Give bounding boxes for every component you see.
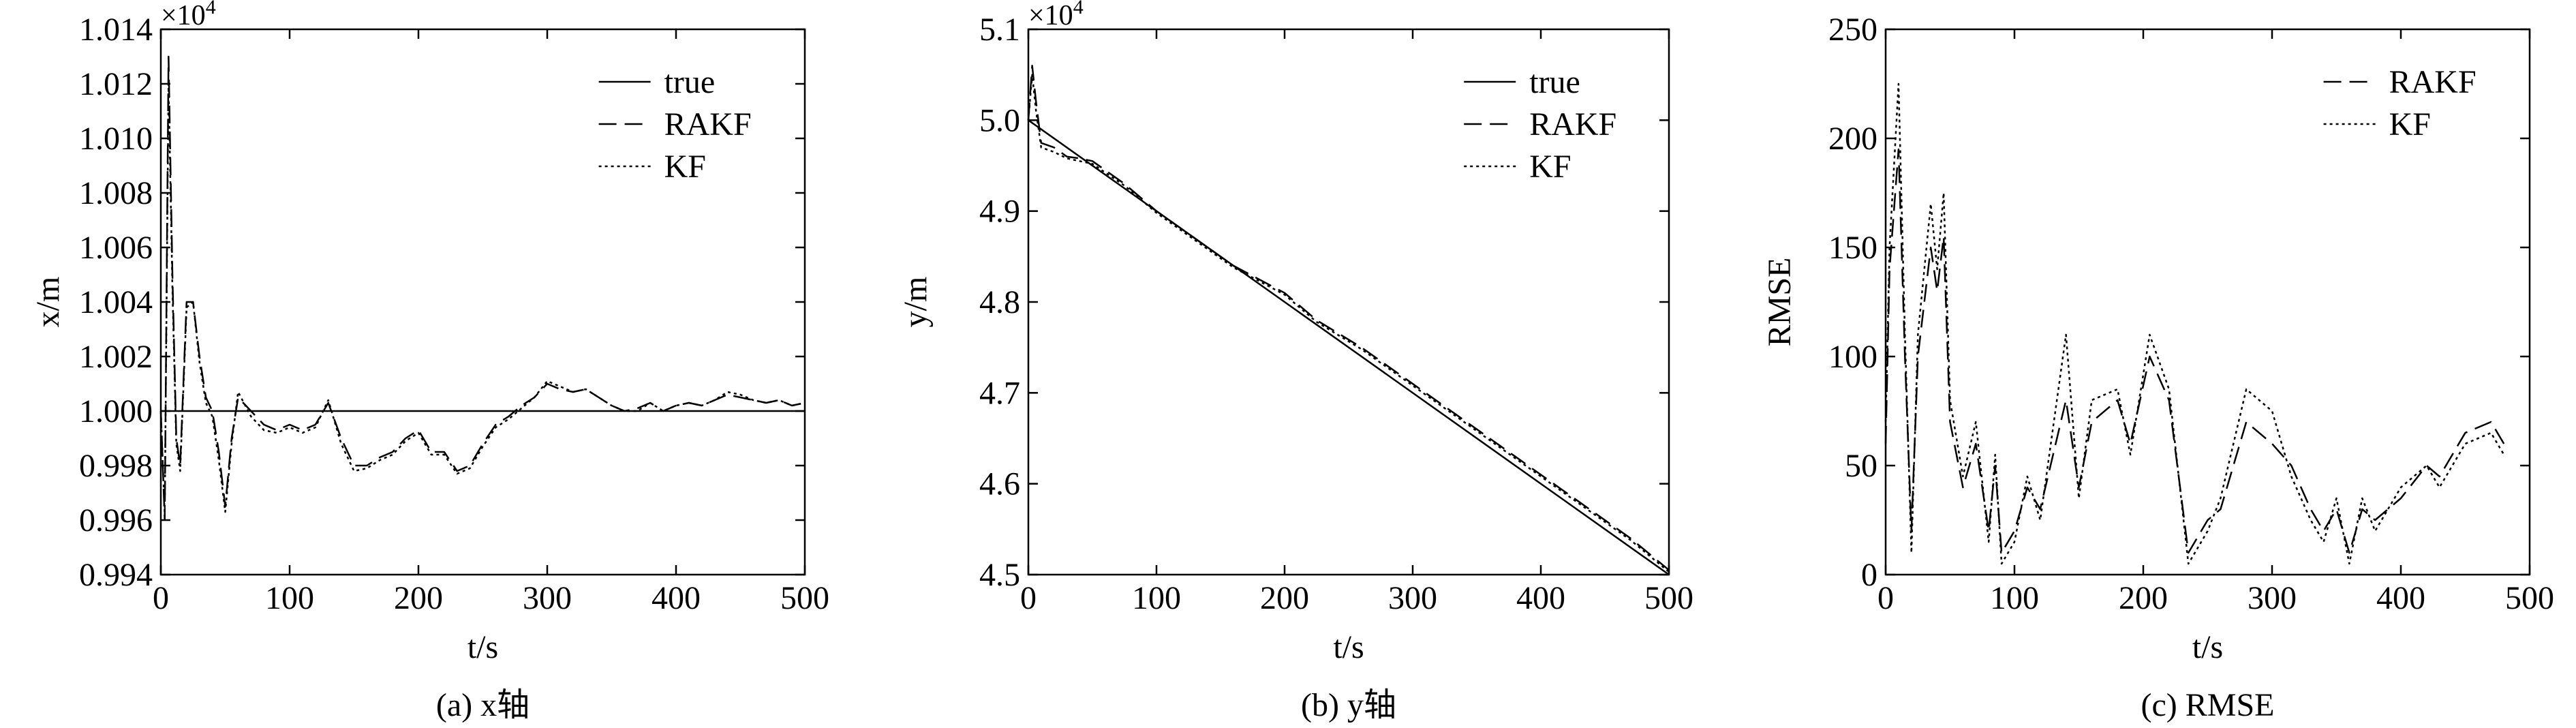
y-tick-label: 1.004 <box>79 284 153 320</box>
x-tick-label: 500 <box>1644 580 1693 616</box>
y-tick-label: 0.998 <box>79 448 153 484</box>
series-line <box>1027 74 1670 573</box>
legend-label: KF <box>2389 106 2431 142</box>
x-axis-label: t/s <box>467 629 498 665</box>
caption: (c) RMSE <box>2141 687 2275 723</box>
x-tick-label: 100 <box>265 580 314 616</box>
legend-label: KF <box>1529 149 1571 185</box>
x-tick-label: 300 <box>523 580 572 616</box>
x-tick-label: 0 <box>153 580 169 616</box>
y-tick-label: 150 <box>1828 230 1877 266</box>
legend-label: true <box>664 64 716 100</box>
subplot: 0 100 200 300 400 500 0 50 100 150 200 250 RAKF KF RMS… <box>1762 12 2554 723</box>
y-tick-label: 5.1 <box>979 12 1020 48</box>
subplot: 0 100 200 300 400 500 4.5 4.6 4.7 4.8 4.9 5.0 5.1 tru… <box>898 0 1693 723</box>
x-axis-label: t/s <box>2192 629 2223 665</box>
multiplier-base: ×10 <box>161 0 206 31</box>
y-tick-label: 4.8 <box>979 284 1020 320</box>
x-tick-label: 200 <box>2119 580 2168 616</box>
x-tick-label: 100 <box>1132 580 1181 616</box>
x-axis-label: t/s <box>1333 629 1364 665</box>
y-tick-label: 4.7 <box>979 375 1020 411</box>
caption: (a) x轴 <box>436 687 530 723</box>
series-line <box>1884 82 2505 565</box>
x-tick-label: 0 <box>1020 580 1037 616</box>
y-tick-label: 4.5 <box>979 557 1020 593</box>
series-line <box>159 55 806 521</box>
y-tick-label: 1.014 <box>79 12 153 48</box>
series-line <box>1027 65 1670 571</box>
multiplier-exponent: 4 <box>1073 0 1084 18</box>
series-line <box>159 82 806 516</box>
y-tick-label: 1.002 <box>79 339 153 375</box>
x-tick-label: 200 <box>394 580 443 616</box>
legend-label: RAKF <box>664 106 752 142</box>
plot-frame <box>1884 28 2531 576</box>
x-tick-label: 0 <box>1877 580 1894 616</box>
legend-label: true <box>1529 64 1580 100</box>
x-tick-label: 300 <box>1388 580 1437 616</box>
x-tick-label: 400 <box>651 580 701 616</box>
y-tick-label: 0.996 <box>79 502 153 539</box>
legend-label: RAKF <box>2389 64 2477 100</box>
legend-label: KF <box>664 149 706 185</box>
y-tick-label: 4.9 <box>979 194 1020 230</box>
x-tick-label: 400 <box>2376 580 2425 616</box>
caption: (b) y轴 <box>1301 687 1396 723</box>
multiplier-exponent: 4 <box>206 0 216 18</box>
y-tick-label: 200 <box>1828 121 1877 157</box>
y-axis-label: RMSE <box>1762 258 1798 347</box>
y-tick-label: 5.0 <box>979 102 1020 138</box>
axis-multiplier: ×104 <box>1028 0 1084 31</box>
y-tick-label: 1.012 <box>79 66 153 102</box>
x-tick-label: 500 <box>780 580 829 616</box>
legend-label: RAKF <box>1529 106 1616 142</box>
y-tick-label: 1.000 <box>79 393 153 429</box>
y-axis-label: x/m <box>30 277 66 328</box>
y-axis-label: y/m <box>898 277 934 328</box>
y-tick-label: 1.006 <box>79 230 153 266</box>
y-tick-label: 1.010 <box>79 121 153 157</box>
multiplier-base: ×10 <box>1028 0 1073 31</box>
y-tick-label: 100 <box>1828 339 1877 375</box>
y-tick-label: 0 <box>1861 557 1877 593</box>
y-tick-label: 250 <box>1828 12 1877 48</box>
x-tick-label: 200 <box>1260 580 1309 616</box>
axis-multiplier: ×104 <box>161 0 216 31</box>
x-tick-label: 300 <box>2248 580 2297 616</box>
x-tick-label: 100 <box>1990 580 2039 616</box>
y-tick-label: 50 <box>1845 448 1877 484</box>
x-tick-label: 400 <box>1516 580 1565 616</box>
y-tick-label: 4.6 <box>979 466 1020 502</box>
x-tick-label: 500 <box>2505 580 2554 616</box>
y-tick-label: 1.008 <box>79 175 153 211</box>
series-line <box>1884 148 2505 554</box>
series-line <box>1028 119 1670 576</box>
subplot: 0 100 200 300 400 500 0.994 0.996 0.998 1.000 1.00… <box>30 0 829 723</box>
y-tick-label: 0.994 <box>79 557 153 593</box>
